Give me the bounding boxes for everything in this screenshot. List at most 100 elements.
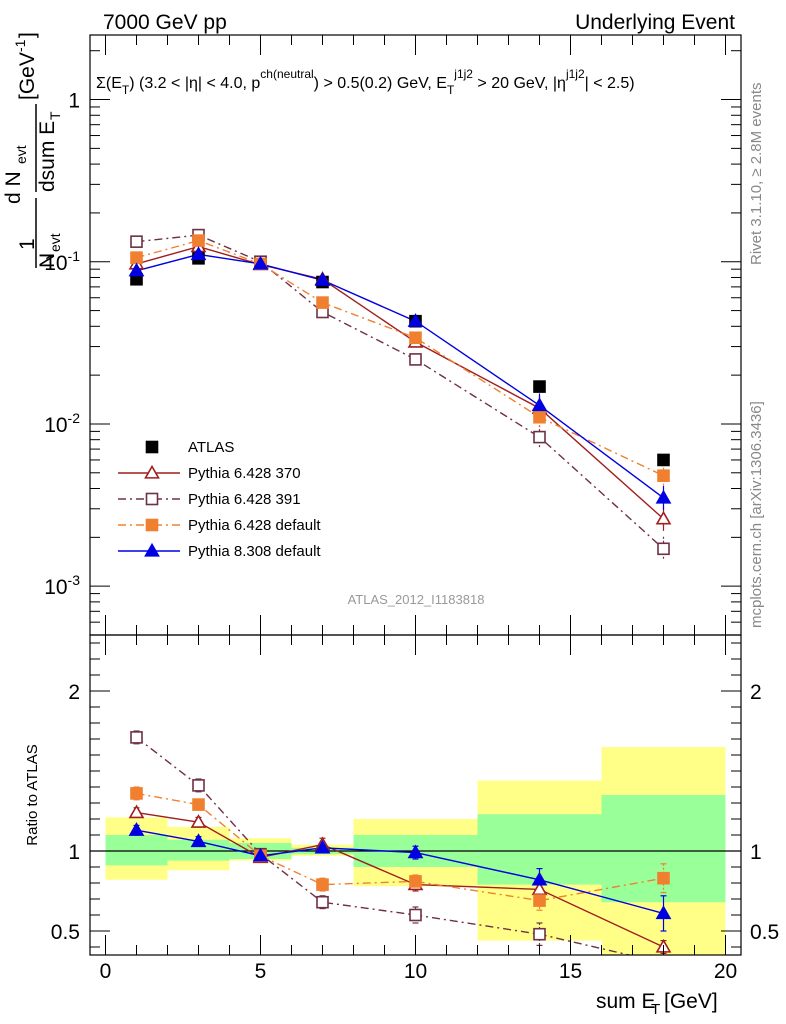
- main-axis-ticks: [90, 35, 741, 636]
- ratio-data-point: [409, 875, 422, 888]
- main-series-line-4: [136, 253, 664, 499]
- main-data-point: [533, 410, 546, 424]
- main-data-point: [409, 353, 422, 366]
- svg-text:T: T: [47, 111, 63, 120]
- svg-text:evt: evt: [13, 145, 29, 164]
- main-data-point: [314, 272, 331, 286]
- main-y-tick-label: 10-2: [44, 410, 80, 437]
- legend-marker: [145, 518, 159, 532]
- ratio-y-axis-label: Ratio to ATLAS: [24, 744, 41, 845]
- ratio-data-point: [533, 894, 546, 907]
- legend-entry-label: Pythia 8.308 default: [188, 543, 321, 560]
- main-y-tick-labels: 1 10-1 10-2 10-3: [44, 90, 80, 600]
- analysis-watermark: ATLAS_2012_I1183818: [348, 592, 485, 607]
- ratio-data-point: [316, 878, 329, 891]
- ratio-y-tick-label-right: 1: [750, 841, 762, 864]
- ratio-band-green: [601, 795, 726, 903]
- ratio-data-point: [190, 814, 207, 828]
- ratio-data-point: [409, 908, 422, 922]
- main-data-point: [657, 469, 670, 482]
- svg-text:]: ]: [16, 32, 39, 38]
- mcplots-reference-label: mcplots.cern.ch [arXiv:1306.3436]: [748, 401, 765, 628]
- main-data-point: [657, 453, 670, 467]
- ratio-data-point: [128, 822, 145, 836]
- main-data-point: [192, 234, 205, 247]
- ratio-data-point: [192, 779, 205, 792]
- x-tick-label: 0: [100, 960, 112, 983]
- svg-text:[GeV: [GeV: [16, 52, 39, 100]
- main-data-point: [409, 331, 422, 345]
- rivet-version-label: Rivet 3.1.10, ≥ 2.8M events: [748, 83, 765, 266]
- ratio-band-green: [105, 835, 168, 866]
- ratio-data-point: [130, 731, 143, 744]
- x-axis-label: sum E T [GeV]: [596, 990, 718, 1018]
- main-data-point: [128, 262, 145, 277]
- ratio-data-point: [130, 787, 143, 800]
- main-data-point: [316, 296, 329, 309]
- ratio-data-point: [657, 871, 670, 885]
- main-data-point: [130, 235, 143, 248]
- svg-text:dsum E: dsum E: [36, 121, 59, 192]
- main-y-tick-label: 10-3: [44, 572, 80, 599]
- header-left: 7000 GeV pp: [103, 11, 227, 34]
- ratio-data-point: [190, 833, 207, 848]
- ratio-axis-ticks: [90, 635, 741, 955]
- header-right: Underlying Event: [575, 11, 735, 34]
- ratio-data-point: [407, 844, 424, 859]
- ratio-y-tick-label-right: 0.5: [750, 921, 779, 944]
- ratio-data-point: [314, 839, 331, 854]
- main-data-point: [533, 380, 546, 393]
- ratio-data-point: [531, 881, 548, 896]
- plot-title: Σ(ET) (3.2 < |η| < 4.0, pch(neutral) > 0…: [96, 67, 635, 97]
- main-data-point: [655, 510, 672, 525]
- ratio-data-point: [655, 905, 672, 920]
- ratio-data-point: [128, 804, 145, 819]
- svg-text:d N: d N: [2, 171, 25, 204]
- main-series-markers: [128, 228, 672, 556]
- svg-text:1: 1: [16, 238, 39, 250]
- svg-text:sum E: sum E: [596, 990, 656, 1013]
- ratio-y-tick-label: 1: [68, 841, 80, 864]
- ratio-y-tick-labels: 2 2 1 1 0.5 0.5: [51, 681, 779, 944]
- main-data-point: [130, 251, 143, 264]
- svg-text:[GeV]: [GeV]: [664, 990, 718, 1013]
- ratio-data-point: [192, 798, 205, 811]
- ratio-y-tick-label: 2: [68, 681, 80, 704]
- ratio-data-point: [531, 871, 548, 886]
- main-data-point: [533, 430, 546, 444]
- legend-entry-label: Pythia 6.428 391: [188, 491, 301, 508]
- svg-text:evt: evt: [47, 233, 63, 252]
- main-data-point: [407, 313, 424, 327]
- legend-marker: [144, 542, 160, 557]
- legend-marker: [145, 492, 159, 506]
- legend-entry-label: Pythia 6.428 370: [188, 465, 301, 482]
- main-y-axis-label: 1 N evt d N evt dsum E T [GeV -1 ]: [2, 32, 63, 268]
- legend: ATLAS Pythia 6.428 370 Pythia 6.428 391 Pyt…: [118, 439, 321, 560]
- svg-text:N: N: [36, 253, 59, 268]
- main-data-point: [190, 246, 207, 261]
- legend-marker: [144, 464, 160, 479]
- ratio-data-point: [316, 895, 329, 909]
- main-data-point: [657, 542, 670, 556]
- main-data-point: [252, 255, 269, 270]
- svg-text:T: T: [651, 1001, 660, 1018]
- legend-entry-label: ATLAS: [188, 439, 234, 456]
- svg-text:-1: -1: [12, 39, 28, 52]
- ratio-series-markers: [128, 731, 672, 969]
- x-tick-label: 20: [714, 960, 737, 983]
- ratio-y-tick-label-right: 2: [750, 681, 762, 704]
- ratio-y-tick-label: 0.5: [51, 921, 80, 944]
- main-y-tick-label: 1: [68, 90, 80, 113]
- ratio-data-point: [658, 958, 669, 969]
- legend-marker: [145, 440, 159, 454]
- x-tick-label: 15: [559, 960, 582, 983]
- main-data-point: [531, 397, 548, 412]
- ratio-data-point: [252, 847, 269, 862]
- x-tick-label: 5: [255, 960, 267, 983]
- main-data-point: [655, 489, 672, 504]
- main-series-lines: [135, 232, 665, 561]
- legend-entry-label: Pythia 6.428 default: [188, 517, 321, 534]
- x-tick-labels: 0 5 10 15 20: [100, 960, 738, 983]
- main-y-tick-label: 10-1: [44, 248, 80, 275]
